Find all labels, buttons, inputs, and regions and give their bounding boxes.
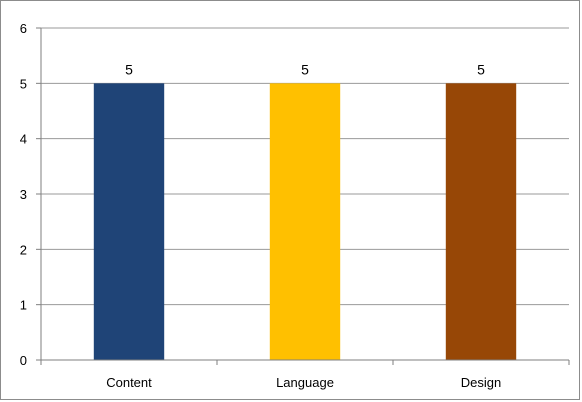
y-tick-label: 5 — [20, 76, 27, 91]
x-tick-label-language: Language — [276, 375, 334, 390]
y-tick-label: 4 — [20, 132, 27, 147]
bars — [93, 83, 517, 360]
axes — [36, 27, 570, 365]
data-label-design: 5 — [477, 61, 485, 77]
y-tick-label: 3 — [20, 187, 27, 202]
y-tick-label: 0 — [20, 353, 27, 368]
bar-language — [269, 83, 341, 360]
y-tick-label: 2 — [20, 242, 27, 257]
x-tick-label-content: Content — [106, 375, 152, 390]
x-tick-label-design: Design — [461, 375, 501, 390]
labels: 0 1 2 3 4 5 6 5 Content 5 Language 5 Design — [20, 21, 501, 390]
bar-design — [445, 83, 517, 360]
y-tick-label: 1 — [20, 298, 27, 313]
bar-content — [93, 83, 165, 360]
y-tick-label: 6 — [20, 21, 27, 36]
data-label-language: 5 — [301, 61, 309, 77]
data-label-content: 5 — [125, 61, 133, 77]
